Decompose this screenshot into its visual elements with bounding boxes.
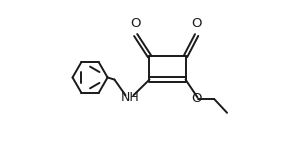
- Text: O: O: [130, 17, 141, 30]
- Text: NH: NH: [121, 91, 140, 104]
- Text: O: O: [191, 17, 202, 30]
- Text: O: O: [191, 92, 202, 105]
